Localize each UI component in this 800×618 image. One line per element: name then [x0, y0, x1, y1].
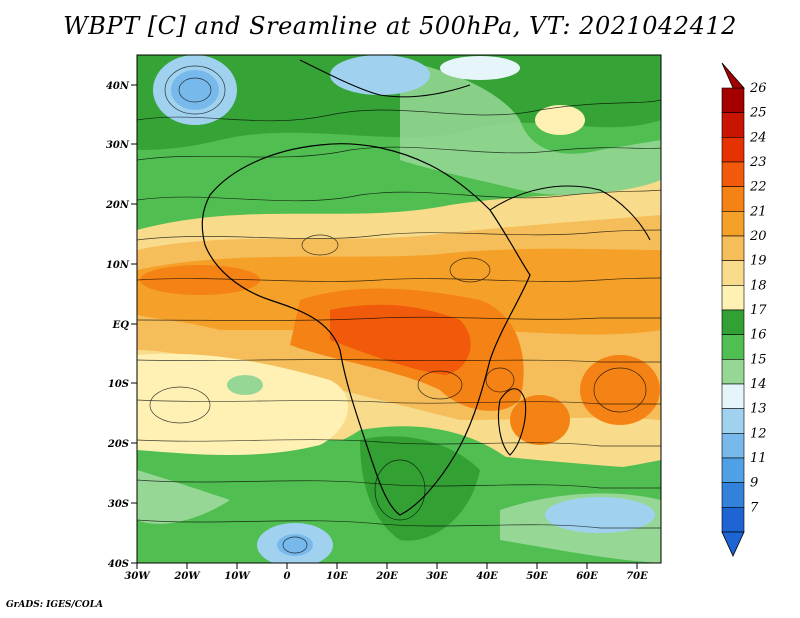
- colorbar-label: 24: [749, 130, 767, 145]
- colorbar-swatch: [721, 260, 745, 286]
- northern-light-green-region: [400, 60, 661, 200]
- colorbar-swatch: [721, 235, 745, 261]
- lon-label-40e: 40E: [476, 571, 498, 582]
- colorbar-swatch: [721, 112, 745, 138]
- colorbar-swatch: [721, 433, 745, 459]
- colorbar-label: 23: [749, 155, 767, 170]
- lat-label-30n: 30N: [106, 140, 130, 151]
- colorbar-label: 21: [749, 204, 767, 219]
- south-atlantic-green-patch: [227, 375, 263, 395]
- colorbar-swatch: [721, 359, 745, 385]
- southern-ocean-low-east: [545, 497, 655, 533]
- middle-east-cool-patch: [440, 56, 520, 80]
- colorbar-swatch: [721, 186, 745, 212]
- lon-label-30e: 30E: [426, 571, 448, 582]
- africa-coastline: [201, 143, 531, 516]
- plot-frame: [136, 54, 662, 564]
- colorbar-swatch: [721, 408, 745, 434]
- longitude-axis: 30W 20W 10W 0 10E 20E 30E 40E 50E 60E 70…: [124, 563, 648, 582]
- colorbar-label: 20: [749, 229, 767, 244]
- grads-credit: GrADS: IGES/COLA: [6, 600, 104, 610]
- lat-label-30s: 30S: [108, 499, 129, 510]
- colorbar-label: 13: [750, 402, 767, 417]
- colorbar-label: 18: [750, 278, 767, 293]
- lat-label-20n: 20N: [105, 200, 130, 211]
- europe-coastline: [299, 59, 471, 98]
- colorbar-label: 14: [750, 377, 767, 392]
- colorbar-bottom-triangle: [721, 531, 745, 557]
- lat-label-40n: 40N: [106, 81, 130, 92]
- colorbar-label: 22: [749, 180, 767, 195]
- lat-label-20s: 20S: [107, 439, 129, 450]
- colorbar-swatch: [721, 457, 745, 483]
- colorbar-swatch: [721, 161, 745, 187]
- map-plot-area: [137, 55, 661, 563]
- northern-dark-green-region: [137, 55, 661, 150]
- colorbar-top-triangle: [721, 62, 745, 89]
- colorbar-label: 15: [750, 352, 767, 367]
- chart-title: WBPT [C] and Sreamline at 500hPa, VT: 20…: [63, 12, 737, 40]
- lon-label-20e: 20E: [375, 571, 398, 582]
- colorbar-swatches: [721, 87, 745, 533]
- lon-label-10w: 10W: [224, 571, 251, 582]
- colorbar-swatch: [721, 285, 745, 311]
- madagascar-orange-cell: [510, 395, 570, 445]
- arabia-coastline: [489, 185, 651, 241]
- north-atlantic-low-inner: [171, 70, 219, 110]
- lat-label-10n: 10N: [106, 260, 130, 271]
- colorbar-swatch: [721, 334, 745, 360]
- streamlines: [137, 65, 661, 554]
- colorbar-label: 17: [750, 303, 767, 318]
- colorbar-swatch: [721, 87, 745, 113]
- colorbar-label: 12: [750, 426, 767, 441]
- colorbar-label: 7: [750, 500, 759, 515]
- colorbar-labels: 26 25 24 23 22 21 20 19 18 17 16 15 14 13 12 11 9 7: [749, 81, 767, 515]
- colorbar-swatch: [721, 482, 745, 508]
- colorbar: 26 25 24 23 22 21 20 19 18 17 16 15 14 13 12 11 9 7: [721, 62, 767, 557]
- lon-label-30w: 30W: [124, 571, 151, 582]
- lon-label-20w: 20W: [173, 571, 201, 582]
- central-africa-red-core: [330, 304, 471, 375]
- lon-label-0: 0: [284, 571, 291, 582]
- colorbar-label: 16: [750, 328, 767, 343]
- arabia-warm-patch: [535, 105, 585, 135]
- colorbar-swatch: [721, 383, 745, 409]
- lon-label-60e: 60E: [576, 571, 598, 582]
- colorbar-label: 9: [750, 476, 758, 491]
- latitude-axis: 40N 30N 20N 10N EQ 10S 20S 30S 40S: [105, 81, 137, 570]
- colorbar-swatch: [721, 507, 745, 533]
- lat-label-10s: 10S: [108, 379, 129, 390]
- lat-label-eq: EQ: [112, 320, 130, 331]
- lat-label-40s: 40S: [108, 559, 129, 570]
- colorbar-swatch: [721, 309, 745, 335]
- south-indian-orange-cell: [580, 355, 660, 425]
- colorbar-label: 26: [749, 81, 767, 96]
- south-atlantic-pale-region: [137, 353, 349, 455]
- colorbar-swatch: [721, 137, 745, 163]
- southwest-light-green: [137, 470, 230, 524]
- lon-label-10e: 10E: [326, 571, 348, 582]
- colorbar-swatch: [721, 211, 745, 237]
- colorbar-label: 11: [750, 451, 767, 466]
- colorbar-label: 19: [750, 254, 767, 269]
- colorbar-label: 25: [749, 106, 767, 121]
- mediterranean-low: [330, 55, 430, 95]
- madagascar-coastline: [497, 388, 527, 456]
- lon-label-50e: 50E: [526, 571, 548, 582]
- west-atlantic-orange-streak: [140, 265, 260, 295]
- lon-label-70e: 70E: [626, 571, 648, 582]
